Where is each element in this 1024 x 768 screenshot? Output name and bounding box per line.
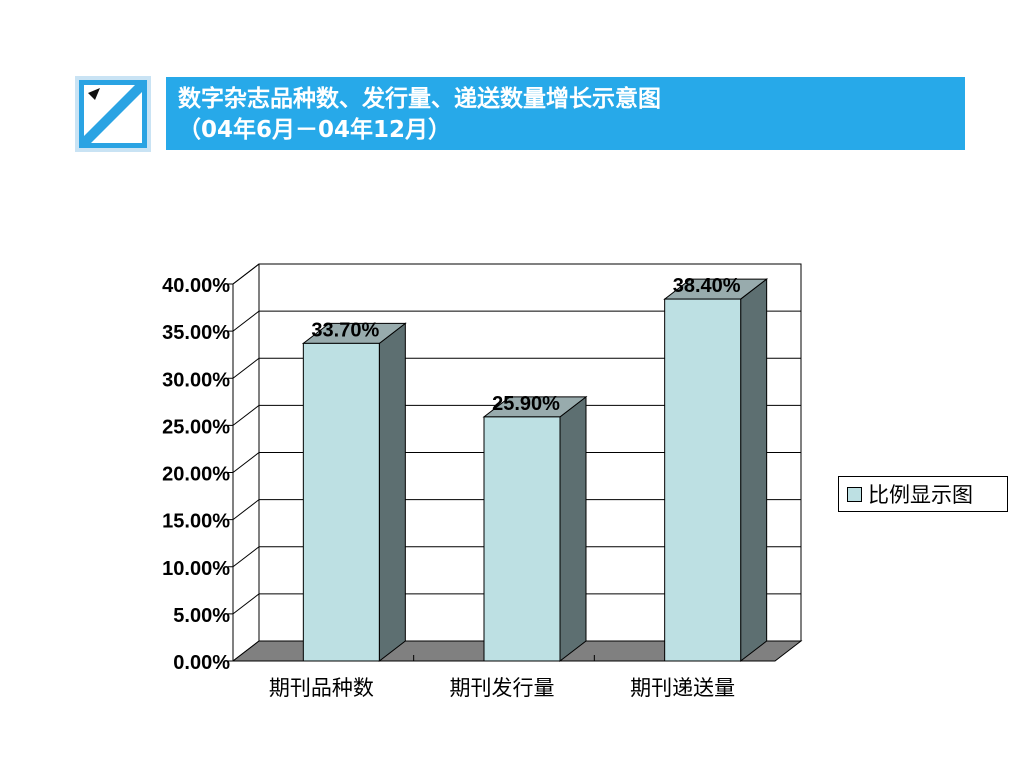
bar (664, 298, 742, 662)
legend-label: 比例显示图 (868, 483, 973, 507)
x-tick-label: 期刊发行量 (450, 676, 555, 700)
gridline-diagonal (232, 452, 260, 473)
x-tick-label: 期刊递送量 (630, 676, 735, 700)
y-tick-label: 25.00% (162, 416, 230, 438)
page-title: 数字杂志品种数、发行量、递送数量增长示意图 (178, 86, 661, 112)
data-label: 33.70% (311, 319, 379, 341)
gridline-diagonal (232, 593, 260, 615)
logo (75, 76, 151, 152)
data-label: 38.40% (673, 275, 741, 297)
chart-legend: 比例显示图 (838, 476, 1008, 512)
gridline-diagonal (232, 546, 260, 568)
bar-side (559, 395, 587, 663)
diagonal-slash-logo-icon (75, 76, 151, 152)
y-tick-label: 20.00% (162, 464, 230, 486)
data-label: 25.90% (492, 393, 560, 415)
y-tick-label: 5.00% (173, 605, 230, 627)
gridline-diagonal (232, 357, 260, 379)
bar-side (378, 322, 406, 663)
y-tick-label: 35.00% (162, 322, 230, 344)
gridline-diagonal (232, 404, 260, 426)
page-subtitle: （04年6月－04年12月） (178, 117, 452, 143)
left-wall-top-edge (232, 263, 260, 285)
bar (483, 416, 561, 662)
y-tick-label: 30.00% (162, 369, 230, 391)
x-tick-label: 期刊品种数 (269, 676, 374, 700)
bar-side (740, 278, 768, 663)
y-tick-label: 0.00% (173, 652, 230, 674)
gridline-diagonal (232, 499, 260, 521)
legend-swatch (847, 486, 862, 502)
bar (302, 342, 380, 662)
gridline-diagonal (232, 310, 260, 332)
y-tick-label: 15.00% (162, 511, 230, 533)
y-tick-label: 40.00% (162, 275, 230, 297)
title-bar: 数字杂志品种数、发行量、递送数量增长示意图 （04年6月－04年12月） (166, 77, 965, 150)
y-tick-label: 10.00% (162, 558, 230, 580)
